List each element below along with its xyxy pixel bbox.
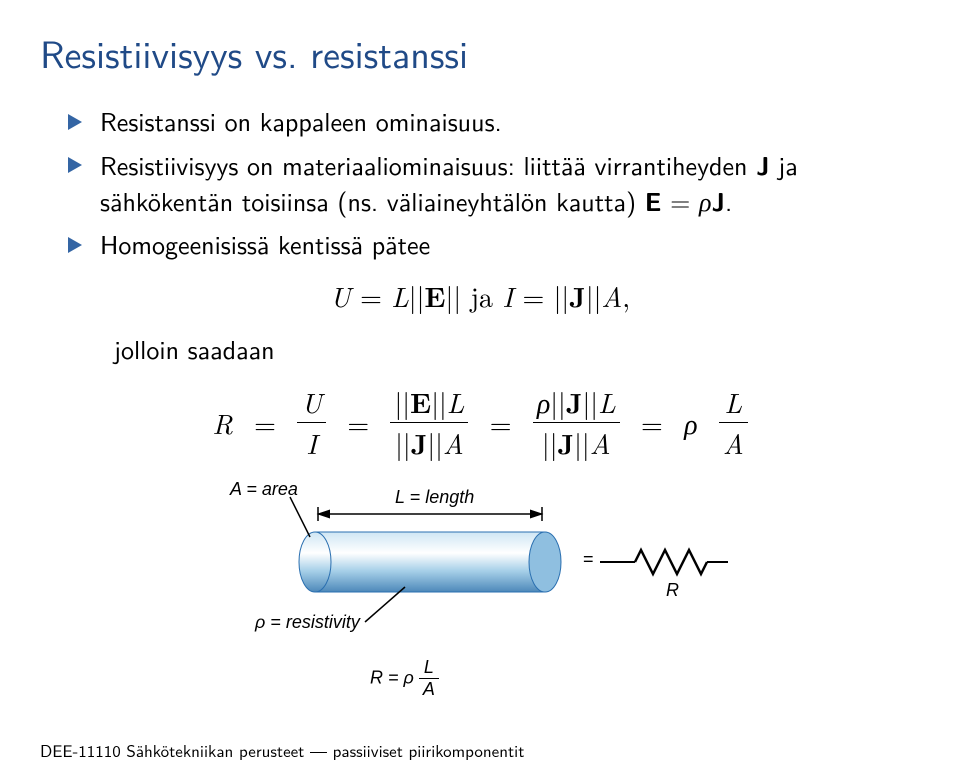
fraction: L A [719, 382, 748, 463]
triangle-icon [68, 237, 82, 253]
var-U: U [330, 276, 351, 316]
bullet-item-1: Resistanssi on kappaleen ominaisuus. [68, 104, 920, 139]
fraction: ρ||J||L ||J||A [533, 382, 620, 463]
var-L: L [447, 382, 465, 422]
var-J: J [566, 382, 583, 422]
var-A: A [601, 276, 622, 316]
var-A: A [419, 679, 439, 700]
var-I: I [502, 276, 513, 316]
var-rho: ρ [699, 182, 711, 219]
bullet-list: Resistanssi on kappaleen ominaisuus. Res… [40, 104, 920, 262]
equation-1: U = L||E|| ja I = ||J||A, [40, 276, 920, 316]
var-J: J [569, 276, 586, 316]
var-L: L [419, 657, 439, 679]
var-L: L [391, 276, 409, 316]
indent-text: jolloin saadaan [114, 330, 920, 368]
label-R: R [666, 580, 679, 601]
text: = [641, 403, 663, 443]
bullet-item-3: Homogeenisissä kentissä pätee [68, 227, 920, 262]
var-J: J [411, 423, 428, 463]
var-E: E [424, 276, 445, 316]
text: = [490, 403, 512, 443]
bullet-text: Resistanssi on kappaleen ominaisuus. [100, 104, 502, 139]
var-R: R [212, 403, 232, 443]
var-U: U [297, 382, 326, 423]
triangle-icon [68, 157, 82, 173]
var-L: L [598, 382, 616, 422]
var-rho: ρ [684, 403, 697, 443]
text: Resistiivisyys on materiaaliominaisuus: … [100, 146, 756, 184]
var-E: E [645, 182, 662, 219]
label-formula: R = ρ L A [370, 657, 439, 700]
text: = [513, 276, 553, 316]
var-rho: ρ [537, 382, 550, 422]
var-A: A [590, 423, 611, 463]
text: = [351, 276, 391, 316]
var-J: J [557, 423, 574, 463]
label-rho: ρ = resistivity [255, 612, 360, 633]
var-A: A [443, 423, 464, 463]
text: = [661, 182, 699, 220]
label-length: L = length [395, 487, 474, 508]
resistivity-diagram: A = area L = length ρ = resistivity = R … [230, 477, 730, 707]
footer-text: DEE-11110 Sähkötekniikan perusteet — pas… [40, 738, 524, 763]
text: = [254, 403, 276, 443]
var-I: I [297, 423, 326, 463]
label-area: A = area [230, 479, 298, 500]
var-E: E [410, 382, 431, 422]
text: = [347, 403, 369, 443]
page-title: Resistiivisyys vs. resistanssi [40, 24, 920, 80]
bullet-item-2: Resistiivisyys on materiaaliominaisuus: … [68, 147, 920, 219]
text: ja [461, 276, 502, 316]
text: . [725, 182, 732, 220]
var-A: A [719, 423, 748, 463]
var-J: J [756, 146, 770, 183]
fraction: ||E||L ||J||A [390, 382, 468, 463]
var-J: J [712, 182, 726, 219]
var-L: L [719, 382, 748, 423]
text: , [622, 276, 630, 316]
equation-2: R = U I = ||E||L ||J||A = ρ||J||L ||J||A… [40, 382, 920, 463]
triangle-icon [68, 114, 82, 130]
label-equals: = [583, 549, 594, 570]
fraction: U I [297, 382, 326, 463]
slide: Resistiivisyys vs. resistanssi Resistans… [0, 0, 960, 783]
bullet-text: Resistiivisyys on materiaaliominaisuus: … [100, 147, 920, 219]
text: R = ρ [370, 668, 414, 688]
diagram-svg [230, 477, 730, 707]
bullet-text: Homogeenisissä kentissä pätee [100, 227, 430, 262]
